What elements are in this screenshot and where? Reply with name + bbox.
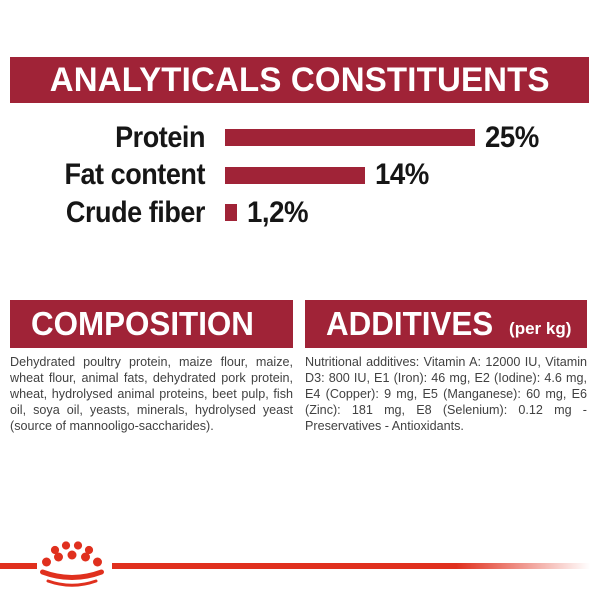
footer-rule-left: [0, 563, 37, 569]
crown-arcs: [40, 569, 104, 587]
crown-dots: [42, 541, 102, 567]
additives-section: ADDITIVES (per kg) Nutritional additives…: [305, 300, 587, 434]
chart-value-label: 1,2%: [247, 195, 309, 229]
additives-title: ADDITIVES: [326, 305, 494, 342]
chart-category-label: Protein: [115, 120, 205, 154]
analyticals-header-title: ANALYTICALS CONSTITUENTS: [49, 60, 550, 99]
analyticals-header-banner: ANALYTICALS CONSTITUENTS: [10, 57, 589, 103]
chart-value-label: 14%: [375, 158, 429, 192]
composition-title: COMPOSITION: [31, 305, 254, 342]
chart-row: Crude fiber 1,2%: [0, 194, 600, 232]
chart-value-label: 25%: [485, 120, 539, 154]
chart-category-label: Fat content: [64, 158, 205, 192]
chart-category-label: Crude fiber: [65, 195, 206, 229]
composition-banner: COMPOSITION: [10, 300, 293, 348]
footer-rule-right: [112, 563, 590, 569]
additives-banner: ADDITIVES (per kg): [305, 300, 587, 348]
royal-canin-crown-icon: [40, 541, 104, 587]
chart-row: Protein 25%: [0, 119, 600, 157]
chart-bar: [225, 166, 365, 184]
chart-row: Fat content 14%: [0, 157, 600, 195]
chart-bar: [225, 129, 475, 147]
chart-bar: [225, 204, 237, 222]
additives-per-kg-label: (per kg): [509, 319, 572, 338]
analytical-constituents-chart: Protein 25% Fat content 14% Crude fiber 1,2%: [0, 119, 600, 232]
composition-body-text: Dehydrated poultry protein, maize flour,…: [10, 355, 293, 433]
additives-body-text: Nutritional additives: Vitamin A: 12000 …: [305, 355, 587, 433]
composition-section: COMPOSITION Dehydrated poultry protein, …: [10, 300, 293, 434]
